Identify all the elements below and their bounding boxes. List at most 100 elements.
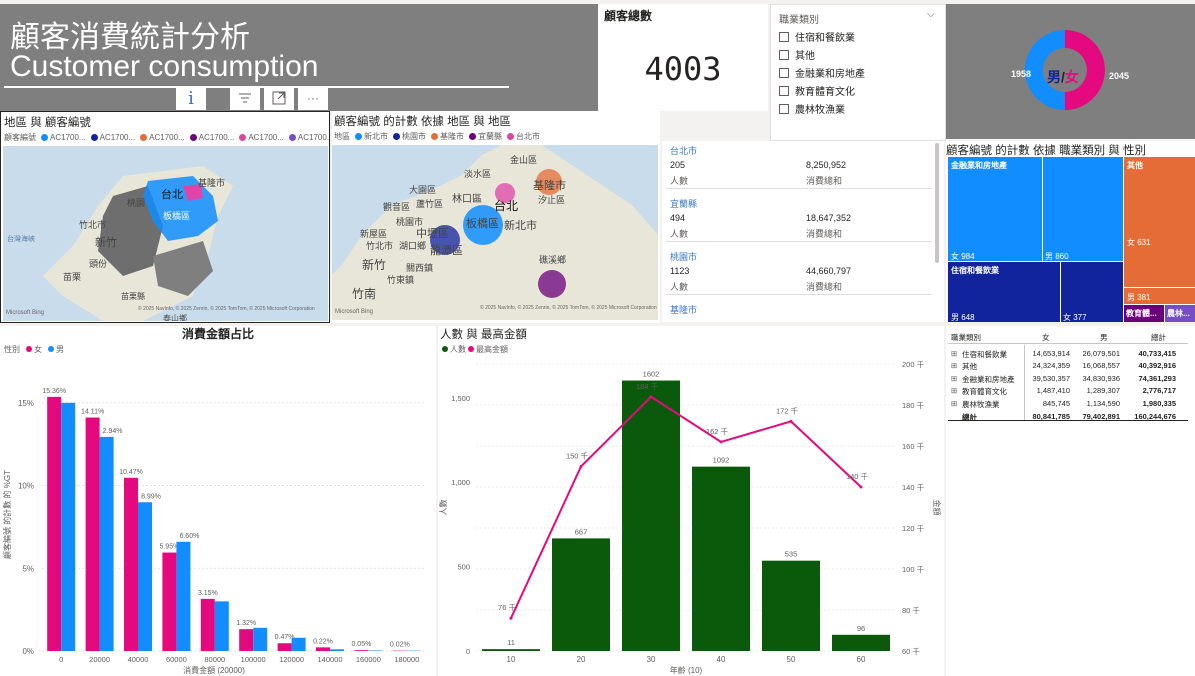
region-name[interactable]: 桃園市 xyxy=(670,252,698,262)
map1-region-gray2[interactable] xyxy=(153,241,213,296)
line-series[interactable] xyxy=(510,395,862,619)
legend-item[interactable]: 宜蘭縣 xyxy=(469,131,502,142)
bar[interactable] xyxy=(99,436,114,651)
line-point[interactable] xyxy=(509,616,513,620)
slicer-option[interactable]: 住宿和餐飲業 xyxy=(779,29,855,44)
bar[interactable] xyxy=(316,647,330,651)
map1-region-gray[interactable] xyxy=(98,186,163,276)
gender-donut-chart[interactable]: 1958 2045 男/女 xyxy=(946,4,1195,139)
bubble-newtaipei[interactable] xyxy=(463,205,503,245)
bar[interactable] xyxy=(622,380,680,651)
bar[interactable] xyxy=(200,598,215,651)
checkbox[interactable] xyxy=(779,31,789,42)
checkbox[interactable] xyxy=(779,85,789,96)
info-button[interactable]: i xyxy=(176,86,206,110)
legend-label[interactable]: 男 xyxy=(56,345,64,354)
donut-female-arc[interactable] xyxy=(1064,30,1105,110)
bar[interactable] xyxy=(214,601,229,651)
line-point[interactable] xyxy=(579,465,583,468)
treemap-cell[interactable]: 男 860 xyxy=(1043,157,1123,261)
bar[interactable] xyxy=(124,477,138,651)
expand-icon[interactable]: ⊞ xyxy=(951,373,958,383)
legend-item[interactable]: 新北市 xyxy=(355,131,388,142)
slicer-option[interactable]: 金融業和房地產 xyxy=(779,65,865,80)
region-name[interactable]: 宜蘭縣 xyxy=(670,199,698,209)
checkbox[interactable] xyxy=(779,103,789,114)
legend-marker[interactable] xyxy=(48,346,54,352)
legend-marker[interactable] xyxy=(26,346,32,352)
bar[interactable] xyxy=(482,649,540,651)
treemap-cell[interactable]: 其他 女 631 xyxy=(1124,157,1195,287)
more-options-button[interactable]: ··· xyxy=(298,86,328,110)
legend-item[interactable]: AC1700... xyxy=(288,133,329,142)
filter-button[interactable] xyxy=(230,86,260,110)
bar[interactable] xyxy=(138,502,152,651)
treemap-cell[interactable]: 男 381 xyxy=(1124,288,1195,304)
bar[interactable] xyxy=(291,637,306,651)
bar[interactable] xyxy=(239,629,254,651)
line-point[interactable] xyxy=(789,419,793,423)
treemap-cell[interactable]: 農林... xyxy=(1165,305,1195,322)
bar[interactable] xyxy=(176,541,191,651)
expand-icon[interactable]: ⊞ xyxy=(951,386,958,396)
legend-label[interactable]: 女 xyxy=(34,344,42,354)
donut-male-arc[interactable] xyxy=(1024,30,1065,110)
legend-item[interactable]: 台北市 xyxy=(507,131,540,142)
legend-label[interactable]: 最高金額 xyxy=(476,344,508,354)
bar[interactable] xyxy=(277,643,292,651)
line-point[interactable] xyxy=(859,485,863,489)
line-point[interactable] xyxy=(649,395,653,399)
region-name[interactable]: 基隆市 xyxy=(670,305,698,315)
bubble-yilan[interactable] xyxy=(538,270,566,298)
bubble-taoyuan[interactable] xyxy=(430,225,460,255)
matrix-header[interactable]: 男 xyxy=(1100,333,1108,342)
scrollbar[interactable] xyxy=(935,143,939,263)
legend-marker[interactable] xyxy=(468,346,474,352)
legend-item[interactable]: AC1700... xyxy=(189,133,234,142)
bar[interactable] xyxy=(85,417,100,651)
legend-item[interactable]: AC1700... xyxy=(140,133,185,142)
legend-item[interactable]: AC1700... xyxy=(41,133,86,142)
bar[interactable] xyxy=(692,466,750,651)
region-name[interactable]: 台北市 xyxy=(670,146,698,156)
map1-canvas[interactable]: 基隆市 台北 桃園 板橋區 竹北市 新竹 台灣海峽 苗栗 頭份 苗栗縣 泰山鄉 … xyxy=(3,146,328,321)
slicer-option[interactable]: 教育體育文化 xyxy=(779,83,855,98)
slicer-option[interactable]: 其他 xyxy=(779,47,815,62)
treemap-cell[interactable]: 住宿和餐飲業 男 648 xyxy=(948,262,1060,322)
chevron-down-icon[interactable]: ⌵ xyxy=(927,9,935,20)
matrix-header[interactable]: 總計 xyxy=(1151,333,1166,342)
treemap-cell[interactable]: 女 377 xyxy=(1061,262,1123,322)
map1-region-pink[interactable] xyxy=(183,184,203,201)
expand-icon[interactable]: ⊞ xyxy=(951,398,958,408)
legend-marker[interactable] xyxy=(442,346,448,352)
expand-icon[interactable]: ⊞ xyxy=(951,349,958,358)
bubble-keelung[interactable] xyxy=(536,169,562,195)
bar[interactable] xyxy=(354,650,369,651)
expand-icon[interactable]: ⊞ xyxy=(951,361,958,371)
bar[interactable] xyxy=(61,402,76,651)
matrix-header[interactable]: 女 xyxy=(1042,333,1050,342)
checkbox[interactable] xyxy=(779,67,789,78)
bar[interactable] xyxy=(162,552,177,651)
bar[interactable] xyxy=(330,649,344,651)
bar[interactable] xyxy=(253,627,268,651)
bubble-taipei[interactable] xyxy=(495,183,515,203)
slicer-option[interactable]: 農林牧漁業 xyxy=(779,101,845,116)
bar[interactable] xyxy=(762,560,820,651)
legend-item[interactable]: AC1700... xyxy=(239,133,284,142)
map2-canvas[interactable]: 金山區 淡水區 基隆市 大園區 林口區 汐止區 觀音區 蘆竹區 台北 板橋區 新… xyxy=(332,145,658,320)
checkbox[interactable] xyxy=(779,49,789,60)
focus-mode-button[interactable] xyxy=(264,86,294,110)
treemap-cell[interactable]: 金融業和房地產 女 984 xyxy=(948,157,1042,261)
legend-item[interactable]: AC1700... xyxy=(90,133,135,142)
legend-item[interactable]: 基隆市 xyxy=(431,131,464,142)
bar[interactable] xyxy=(47,396,62,651)
line-point[interactable] xyxy=(719,440,723,444)
legend-label[interactable]: 人數 xyxy=(450,344,466,354)
matrix-header[interactable]: 職業類別 xyxy=(951,333,981,342)
treemap-cell[interactable]: 教育體... xyxy=(1124,305,1164,322)
bar[interactable] xyxy=(552,538,610,651)
legend-item[interactable]: 桃園市 xyxy=(393,131,426,142)
